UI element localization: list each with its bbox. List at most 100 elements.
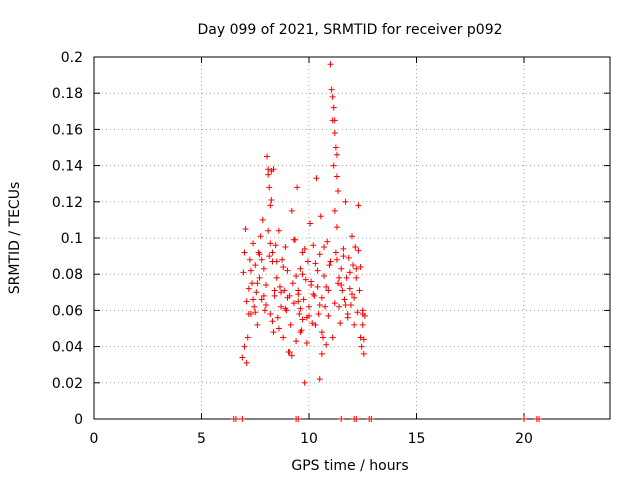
data-point <box>232 416 239 422</box>
x-tick-label: 20 <box>515 431 533 447</box>
data-point <box>303 339 310 346</box>
data-point <box>331 117 338 124</box>
x-tick-labels: 0 5 10 15 20 <box>90 431 533 447</box>
y-tick-labels: 0 0.02 0.04 0.06 0.08 0.1 0.12 0.14 0.16 0.18 0.2 <box>52 50 83 428</box>
data-point <box>349 291 355 298</box>
data-point <box>269 318 276 325</box>
data-point <box>312 321 319 328</box>
data-point <box>358 343 365 350</box>
y-tick-label: 0 <box>74 412 83 428</box>
data-point <box>329 334 336 341</box>
data-point <box>244 334 251 341</box>
data-point <box>295 416 302 422</box>
data-point <box>245 285 252 292</box>
data-point <box>353 265 360 272</box>
data-point <box>278 303 285 310</box>
data-point <box>266 184 273 191</box>
data-point <box>290 300 297 307</box>
data-point <box>331 130 338 137</box>
data-point <box>264 153 271 160</box>
data-point <box>336 303 343 310</box>
data-point <box>267 311 274 318</box>
data-point <box>357 334 364 341</box>
y-tick-label: 0.12 <box>52 195 83 211</box>
data-point <box>331 207 338 214</box>
data-point <box>336 274 343 281</box>
data-point <box>284 294 291 301</box>
data-point <box>318 350 325 357</box>
data-point <box>271 292 278 299</box>
data-point <box>308 278 315 285</box>
data-point <box>309 320 316 327</box>
y-tick-label: 0.08 <box>52 267 83 283</box>
data-point <box>268 196 275 203</box>
data-point <box>333 256 340 263</box>
data-point <box>321 273 328 280</box>
data-point <box>315 311 322 318</box>
data-point <box>357 263 364 270</box>
data-point <box>261 307 268 314</box>
data-point <box>329 93 336 100</box>
data-point <box>346 269 353 276</box>
data-point <box>280 334 287 341</box>
data-point <box>304 258 311 265</box>
data-point <box>318 294 325 301</box>
data-point <box>252 262 259 269</box>
data-point <box>249 280 256 287</box>
data-point <box>263 282 269 289</box>
data-point <box>247 267 254 274</box>
data-point <box>299 249 306 256</box>
x-tick-label: 10 <box>300 431 318 447</box>
data-point <box>275 325 282 332</box>
data-point <box>360 350 367 357</box>
data-point <box>259 216 266 223</box>
data-point <box>240 269 247 276</box>
data-point <box>326 262 333 269</box>
chart-title: Day 099 of 2021, SRMTID for receiver p09… <box>197 22 502 38</box>
data-point <box>351 321 358 328</box>
data-point <box>313 175 320 182</box>
y-tick-label: 0.1 <box>61 231 83 247</box>
data-point <box>267 240 274 247</box>
data-point <box>330 162 337 169</box>
data-point <box>258 296 265 303</box>
y-tick-label: 0.16 <box>52 122 83 138</box>
data-point <box>260 265 267 272</box>
data-point <box>359 321 366 328</box>
data-point <box>355 247 362 254</box>
data-point <box>345 254 352 261</box>
data-point <box>301 379 308 386</box>
data-point <box>270 329 277 336</box>
data-point <box>338 416 345 422</box>
data-point <box>351 294 358 301</box>
data-point <box>302 276 309 283</box>
data-point <box>299 316 306 323</box>
data-point <box>342 198 349 205</box>
y-tick-label: 0.18 <box>52 86 83 102</box>
data-point <box>266 253 273 260</box>
data-point <box>241 343 248 350</box>
data-point <box>239 354 246 361</box>
data-point <box>301 245 308 252</box>
data-point <box>250 240 257 247</box>
data-point <box>325 312 332 319</box>
data-point <box>338 282 345 289</box>
data-point <box>361 312 368 319</box>
data-point <box>265 171 272 178</box>
data-point <box>368 416 375 422</box>
data-point <box>354 309 361 316</box>
data-point <box>340 245 347 252</box>
data-point <box>254 280 261 287</box>
data-point <box>350 262 357 269</box>
data-point <box>287 321 294 328</box>
data-point <box>306 312 312 319</box>
data-point <box>342 301 349 308</box>
y-tick-label: 0.04 <box>52 340 83 356</box>
data-point <box>314 283 321 290</box>
data-point <box>339 287 346 294</box>
data-point <box>296 311 303 318</box>
data-point <box>310 242 317 249</box>
data-point <box>331 300 338 307</box>
data-point <box>256 274 263 281</box>
